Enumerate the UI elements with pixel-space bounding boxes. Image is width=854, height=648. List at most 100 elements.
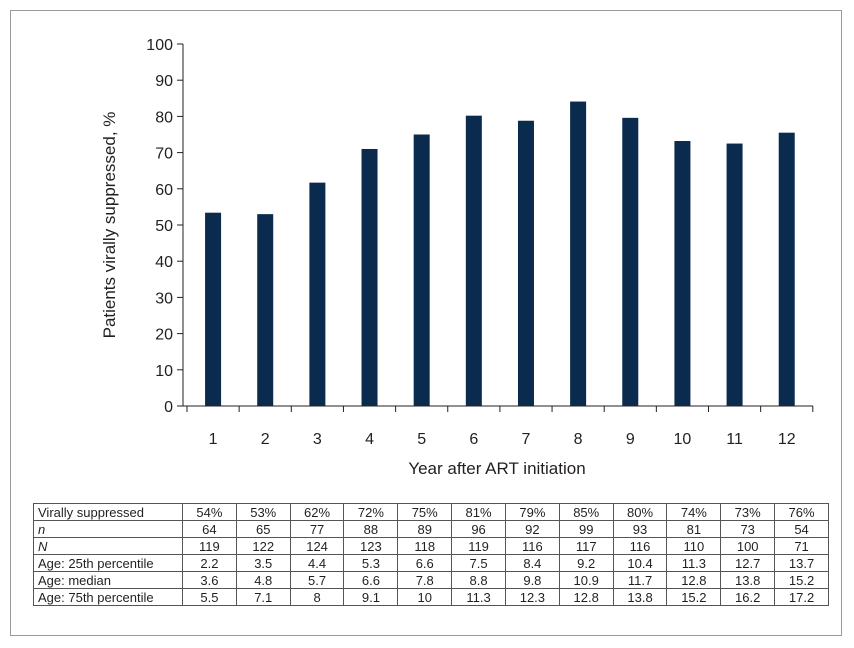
table-cell: 119 (451, 537, 506, 555)
table-cell: 12.8 (558, 588, 614, 606)
bars (205, 101, 795, 407)
table-cell: 72% (343, 503, 399, 521)
table-cell: 10.4 (612, 554, 668, 572)
y-tick-label: 10 (155, 363, 173, 380)
table-cell: 81 (666, 520, 722, 538)
x-tick-label: 11 (726, 431, 743, 448)
table-cell: 117 (558, 537, 614, 555)
x-tick-label: 10 (674, 431, 692, 448)
table-cell: 88 (343, 520, 399, 538)
table-body: Virally suppressed 54% 53% 62% 72% 75% 81% 79% 8… (33, 503, 829, 606)
x-tick-label: 9 (626, 431, 635, 448)
table-cell: 7.5 (451, 554, 506, 572)
y-tick-label: 50 (155, 218, 173, 235)
table-cell: 53% (235, 503, 291, 521)
table-cell: 124 (289, 537, 345, 555)
table-cell: 10 (397, 588, 453, 606)
x-axis: 1 2 3 4 5 6 7 8 9 10 11 12 (183, 405, 814, 448)
y-tick-label: 40 (155, 254, 173, 271)
table-cell: 116 (504, 537, 560, 555)
bar (257, 214, 274, 406)
bar (570, 101, 587, 407)
table-cell: 64 (182, 520, 237, 538)
table-cell: 119 (182, 537, 237, 555)
x-tick-label: 12 (778, 431, 796, 448)
table-cell: 13.7 (774, 554, 829, 572)
table-cell: 13.8 (720, 571, 776, 589)
bar (465, 115, 482, 407)
row-label: Virally suppressed (33, 503, 183, 521)
table-cell: 5.7 (289, 571, 345, 589)
table-cell: 99 (558, 520, 614, 538)
table-row: Virally suppressed 54% 53% 62% 72% 75% 81% 79% 8… (33, 503, 829, 521)
y-axis-label: Patients virally suppressed, % (100, 112, 119, 339)
data-table: Virally suppressed 54% 53% 62% 72% 75% 81% 79% 8… (33, 503, 829, 606)
x-tick-label: 6 (469, 431, 478, 448)
table-cell: 65 (235, 520, 291, 538)
row-label: Age: 25th percentile (33, 554, 183, 572)
row-label: Age: 75th percentile (33, 588, 183, 606)
table-cell: 17.2 (774, 588, 829, 606)
table-cell: 74% (666, 503, 722, 521)
table-cell: 100 (720, 537, 776, 555)
x-axis-label: Year after ART initiation (408, 459, 585, 478)
table-cell: 8 (289, 588, 345, 606)
table-cell: 92 (504, 520, 560, 538)
table-cell: 71 (774, 537, 829, 555)
bar (778, 132, 795, 406)
table-cell: 54 (774, 520, 829, 538)
x-tick-label: 4 (365, 431, 374, 448)
bar (517, 120, 534, 406)
bar (413, 134, 430, 406)
table-cell: 11.7 (612, 571, 668, 589)
table-cell: 9.8 (504, 571, 560, 589)
x-tick-label: 8 (574, 431, 583, 448)
table-cell: 7.1 (235, 588, 291, 606)
y-tick-label: 60 (155, 182, 173, 199)
bar (309, 182, 326, 406)
table-cell: 5.3 (343, 554, 399, 572)
table-cell: 110 (666, 537, 722, 555)
y-tick-label: 30 (155, 290, 173, 307)
table-cell: 12.7 (720, 554, 776, 572)
y-axis: 0 10 20 30 40 50 60 70 80 90 100 (146, 37, 184, 416)
table-cell: 54% (182, 503, 237, 521)
table-cell: 10.9 (558, 571, 614, 589)
table-cell: 62% (289, 503, 345, 521)
row-label: Age: median (33, 571, 183, 589)
bar (205, 212, 222, 406)
y-tick-label: 70 (155, 146, 173, 163)
table-cell: 8.4 (504, 554, 560, 572)
y-tick-label: 90 (155, 73, 173, 90)
y-tick-label: 0 (164, 399, 173, 416)
table-cell: 6.6 (397, 554, 453, 572)
row-label: n (33, 520, 183, 538)
table-row: Age: 75th percentile 5.5 7.1 8 9.1 10 11.3 12.3… (33, 588, 829, 606)
y-tick-label: 80 (155, 109, 173, 126)
table-cell: 81% (451, 503, 506, 521)
table-cell: 77 (289, 520, 345, 538)
table-cell: 4.4 (289, 554, 345, 572)
table-cell: 3.6 (182, 571, 237, 589)
x-tick-label: 1 (209, 431, 218, 448)
table-cell: 89 (397, 520, 453, 538)
table-cell: 93 (612, 520, 668, 538)
table-cell: 9.1 (343, 588, 399, 606)
bar (361, 148, 378, 407)
table-cell: 4.8 (235, 571, 291, 589)
y-tick-label: 20 (155, 327, 173, 344)
table-cell: 122 (235, 537, 291, 555)
table-cell: 85% (558, 503, 614, 521)
table-cell: 116 (612, 537, 668, 555)
x-tick-label: 5 (417, 431, 426, 448)
table-cell: 6.6 (343, 571, 399, 589)
table-row: Age: median 3.6 4.8 5.7 6.6 7.8 8.8 9.8 10.9 11.7… (33, 571, 829, 589)
bar (622, 117, 639, 407)
table-cell: 80% (612, 503, 668, 521)
table-cell: 75% (397, 503, 453, 521)
table-cell: 123 (343, 537, 399, 555)
table-cell: 15.2 (666, 588, 722, 606)
table-row: N 119 122 124 123 118 119 116 117 116 110 100 71 (33, 537, 829, 555)
table-cell: 16.2 (720, 588, 776, 606)
